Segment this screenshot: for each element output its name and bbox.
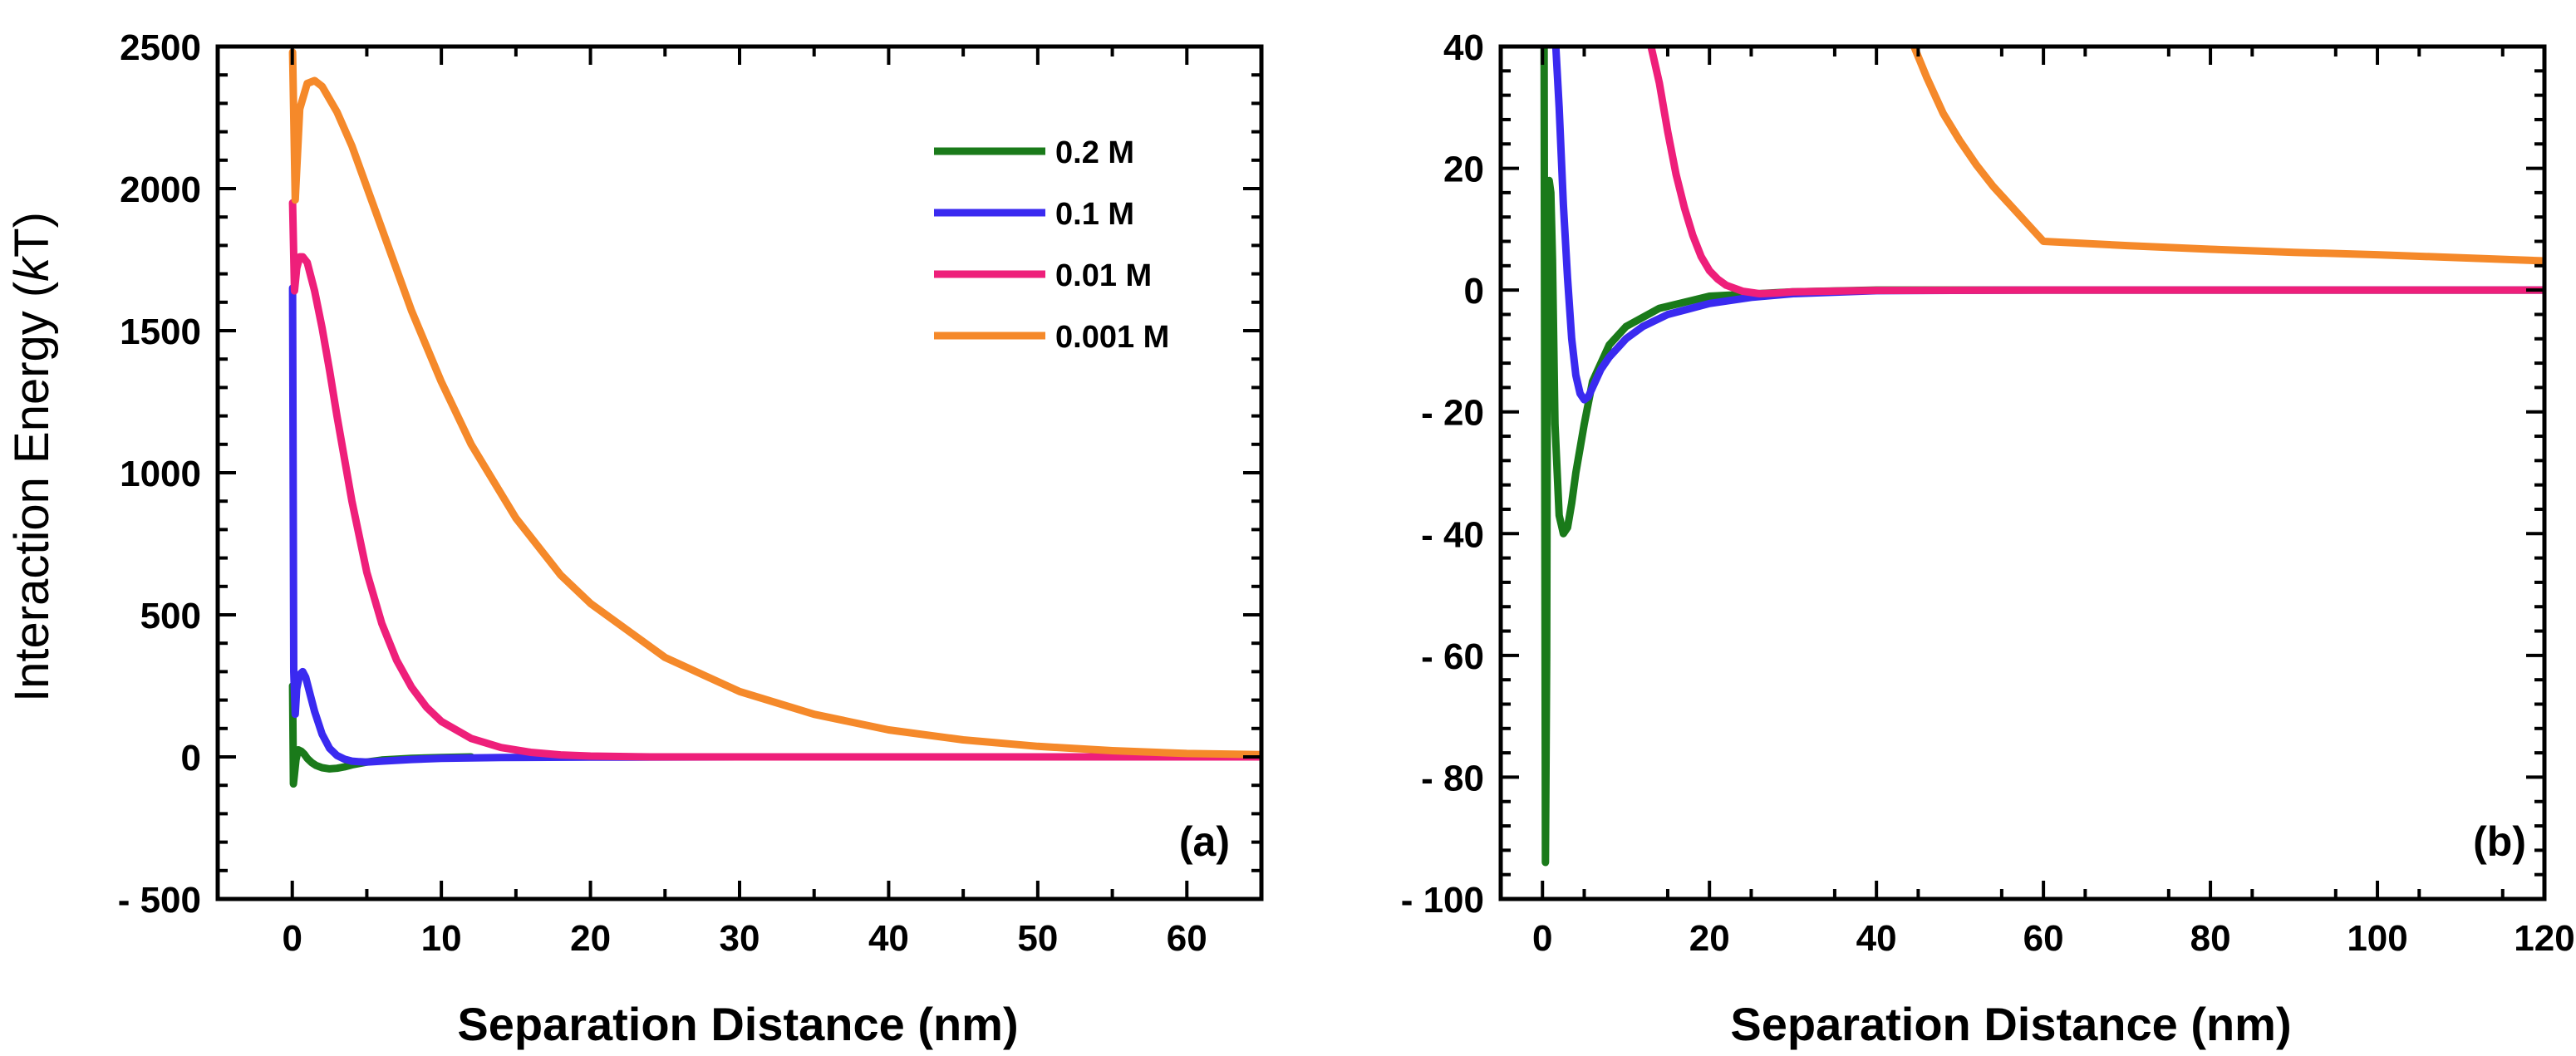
y-axis-title-a: Interaction Energy (kT): [5, 212, 59, 702]
x-tick-label-a-4: 40: [868, 918, 909, 959]
x-tick-label-b-2: 40: [1856, 918, 1897, 959]
series-line-b-2: [1647, 47, 2544, 297]
legend-a: 0.2 M 0.1 M 0.01 M 0.001 M: [934, 135, 1169, 355]
series-line-b-0: [1540, 47, 2544, 867]
x-tick-label-a-5: 50: [1017, 918, 1058, 959]
x-tick-label-a-0: 0: [282, 918, 302, 959]
panel-b-chart: (b) Separation Distance (nm) 0 20 40 60 80 10…: [1401, 27, 2575, 1050]
x-tick-label-a-2: 20: [570, 918, 611, 959]
x-tick-label-b-5: 100: [2347, 918, 2407, 959]
y-axis-title-a-suffix: T): [5, 212, 59, 258]
y-tick-label-a-3: 1000: [120, 454, 201, 494]
x-tick-label-b-3: 60: [2023, 918, 2064, 959]
x-tick-label-a-1: 10: [421, 918, 462, 959]
y-tick-label-b-0: - 100: [1401, 880, 1484, 921]
ticks-a: [216, 45, 1263, 901]
y-tick-label-b-2: - 60: [1421, 636, 1484, 677]
y-tick-label-b-5: 0: [1464, 271, 1484, 312]
y-tick-label-a-4: 1500: [120, 312, 201, 352]
y-tick-label-a-2: 500: [140, 596, 201, 636]
x-tick-label-a-3: 30: [720, 918, 760, 959]
y-tick-label-b-6: 20: [1443, 150, 1484, 190]
y-axis-title-a-prefix: Interaction Energy (: [5, 282, 59, 702]
x-tick-label-b-6: 120: [2514, 918, 2574, 959]
panel-a-chart: (a) Separation Distance (nm) Interaction…: [5, 27, 1264, 1050]
x-tick-label-a-6: 60: [1167, 918, 1207, 959]
plot-frame-a: [215, 44, 1264, 901]
y-tick-label-b-4: - 20: [1421, 393, 1484, 434]
y-tick-label-b-7: 40: [1443, 27, 1484, 68]
x-tick-label-b-1: 20: [1689, 918, 1730, 959]
series-line-a-3: [288, 48, 1261, 759]
plot-frame-b: [1498, 44, 2547, 901]
x-axis-title-b: Separation Distance (nm): [1730, 998, 2291, 1050]
series-line-b-3: [1910, 47, 2544, 265]
legend-label-1: 0.1 M: [1055, 197, 1134, 232]
series-group-b: [1540, 47, 2544, 867]
legend-label-2: 0.01 M: [1055, 258, 1152, 293]
y-tick-label-a-5: 2000: [120, 169, 201, 210]
y-tick-label-b-1: - 80: [1421, 758, 1484, 798]
y-axis-title-a-italic: k: [5, 255, 59, 282]
y-tick-label-a-1: 0: [181, 738, 201, 778]
series-line-a-1: [288, 284, 744, 766]
panel-label-a: (a): [1179, 818, 1230, 865]
legend-label-0: 0.2 M: [1055, 135, 1134, 170]
x-tick-label-b-0: 0: [1532, 918, 1552, 959]
legend-label-3: 0.001 M: [1055, 320, 1169, 355]
x-axis-title-a: Separation Distance (nm): [457, 998, 1018, 1050]
y-tick-label-b-3: - 40: [1421, 514, 1484, 555]
series-group-a: [288, 48, 1261, 788]
y-tick-label-a-6: 2500: [120, 27, 201, 68]
x-tick-label-b-4: 80: [2190, 918, 2231, 959]
y-tick-label-a-0: - 500: [118, 880, 201, 921]
ticks-b: [1499, 45, 2546, 901]
panel-label-b: (b): [2473, 818, 2526, 865]
series-line-a-2: [288, 199, 1261, 761]
series-line-b-1: [1551, 47, 2544, 404]
